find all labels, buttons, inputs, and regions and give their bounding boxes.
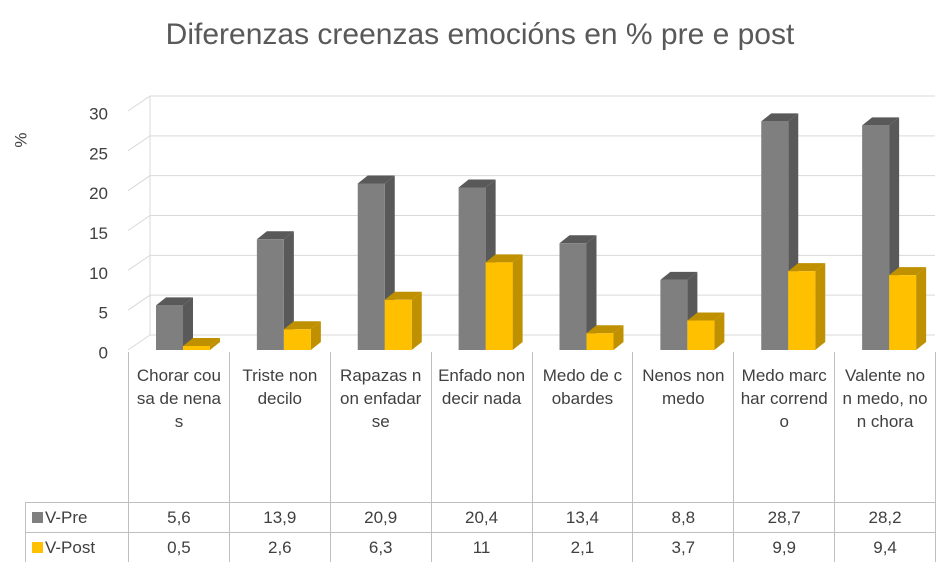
grid-line — [127, 215, 935, 231]
bar-side — [183, 297, 193, 350]
bar-top — [687, 312, 725, 321]
table-value: 5,6 — [128, 502, 229, 532]
y-tick-label: 5 — [99, 304, 108, 323]
legend-swatch — [32, 542, 43, 553]
table-value: 13,9 — [228, 502, 330, 532]
table-border — [935, 352, 936, 562]
legend-label: V-Post — [45, 538, 96, 557]
bar-side — [815, 263, 826, 350]
bar-top — [485, 254, 523, 263]
table-value: 20,9 — [329, 502, 431, 532]
legend-entry: V-Pre — [25, 502, 128, 532]
y-tick-label: 20 — [89, 184, 108, 203]
chart-title: Diferenzas creenzas emocións en % pre e … — [166, 18, 795, 51]
bar — [357, 183, 385, 350]
legend-entry: V-Post — [25, 532, 128, 562]
bar-side — [310, 321, 321, 350]
bar-side — [714, 312, 725, 350]
bar-top — [788, 263, 826, 272]
table-value: 11 — [430, 532, 532, 562]
y-tick-label: 25 — [89, 144, 108, 163]
grid-line — [127, 95, 935, 112]
category-label: Medo marchar correndo — [733, 352, 834, 502]
table-value: 2,1 — [531, 532, 633, 562]
category-label: Nenos non medo — [632, 352, 733, 502]
table-value: 3,7 — [632, 532, 734, 562]
bar — [788, 271, 816, 350]
table-value: 2,6 — [228, 532, 330, 562]
bar-side — [613, 325, 624, 350]
grid-line — [127, 135, 935, 152]
bar — [183, 346, 210, 350]
bar — [485, 262, 513, 350]
bar-top — [357, 175, 395, 184]
bar-top — [283, 321, 321, 330]
bar — [586, 333, 614, 350]
bar — [283, 329, 311, 350]
bar — [256, 239, 284, 350]
category-label: Enfado non decir nada — [430, 352, 532, 502]
bar-side — [411, 291, 422, 350]
y-tick-label: 15 — [89, 224, 108, 243]
bar-top — [559, 235, 597, 244]
bar-top — [889, 267, 927, 276]
table-value: 28,7 — [733, 502, 835, 532]
table-value: 6,3 — [329, 532, 431, 562]
table-value: 0,5 — [128, 532, 229, 562]
bar-top — [761, 113, 799, 122]
bar-top — [156, 297, 193, 306]
bar — [384, 299, 412, 350]
bar-side — [210, 338, 220, 350]
category-label: Medo de cobardes — [531, 352, 633, 502]
y-axis-label: % — [11, 132, 30, 147]
bar-top — [183, 338, 220, 347]
bar-top — [862, 117, 900, 126]
category-label: Valente non medo, non chora — [834, 352, 935, 502]
table-value: 20,4 — [430, 502, 532, 532]
bar-side — [586, 235, 597, 350]
bar-side — [916, 267, 927, 350]
bar — [761, 121, 789, 351]
table-value: 9,4 — [834, 532, 935, 562]
category-label: Triste non decilo — [228, 352, 330, 502]
bar-side — [283, 231, 294, 350]
bar-top — [586, 325, 624, 334]
category-label: Chorar cousa de nenas — [128, 352, 229, 502]
table-value: 8,8 — [632, 502, 734, 532]
bar-top — [256, 231, 294, 240]
grid-line — [127, 175, 935, 192]
bar — [156, 305, 183, 350]
bar-top — [384, 291, 422, 300]
bar — [559, 243, 587, 350]
y-tick-label: 30 — [89, 104, 108, 123]
legend-label: V-Pre — [45, 508, 88, 527]
bar — [889, 275, 917, 350]
category-label: Rapazas non enfadarse — [329, 352, 431, 502]
legend-swatch — [32, 512, 43, 523]
bar-top — [458, 179, 496, 188]
bar — [660, 279, 688, 350]
table-value: 28,2 — [834, 502, 935, 532]
bar — [458, 187, 486, 350]
bar — [862, 125, 890, 350]
table-value: 9,9 — [733, 532, 835, 562]
bar — [687, 320, 715, 350]
bar-side — [512, 254, 523, 350]
y-tick-label: 0 — [99, 343, 108, 362]
bar-top — [660, 271, 698, 280]
y-tick-label: 10 — [89, 264, 108, 283]
table-value: 13,4 — [531, 502, 633, 532]
